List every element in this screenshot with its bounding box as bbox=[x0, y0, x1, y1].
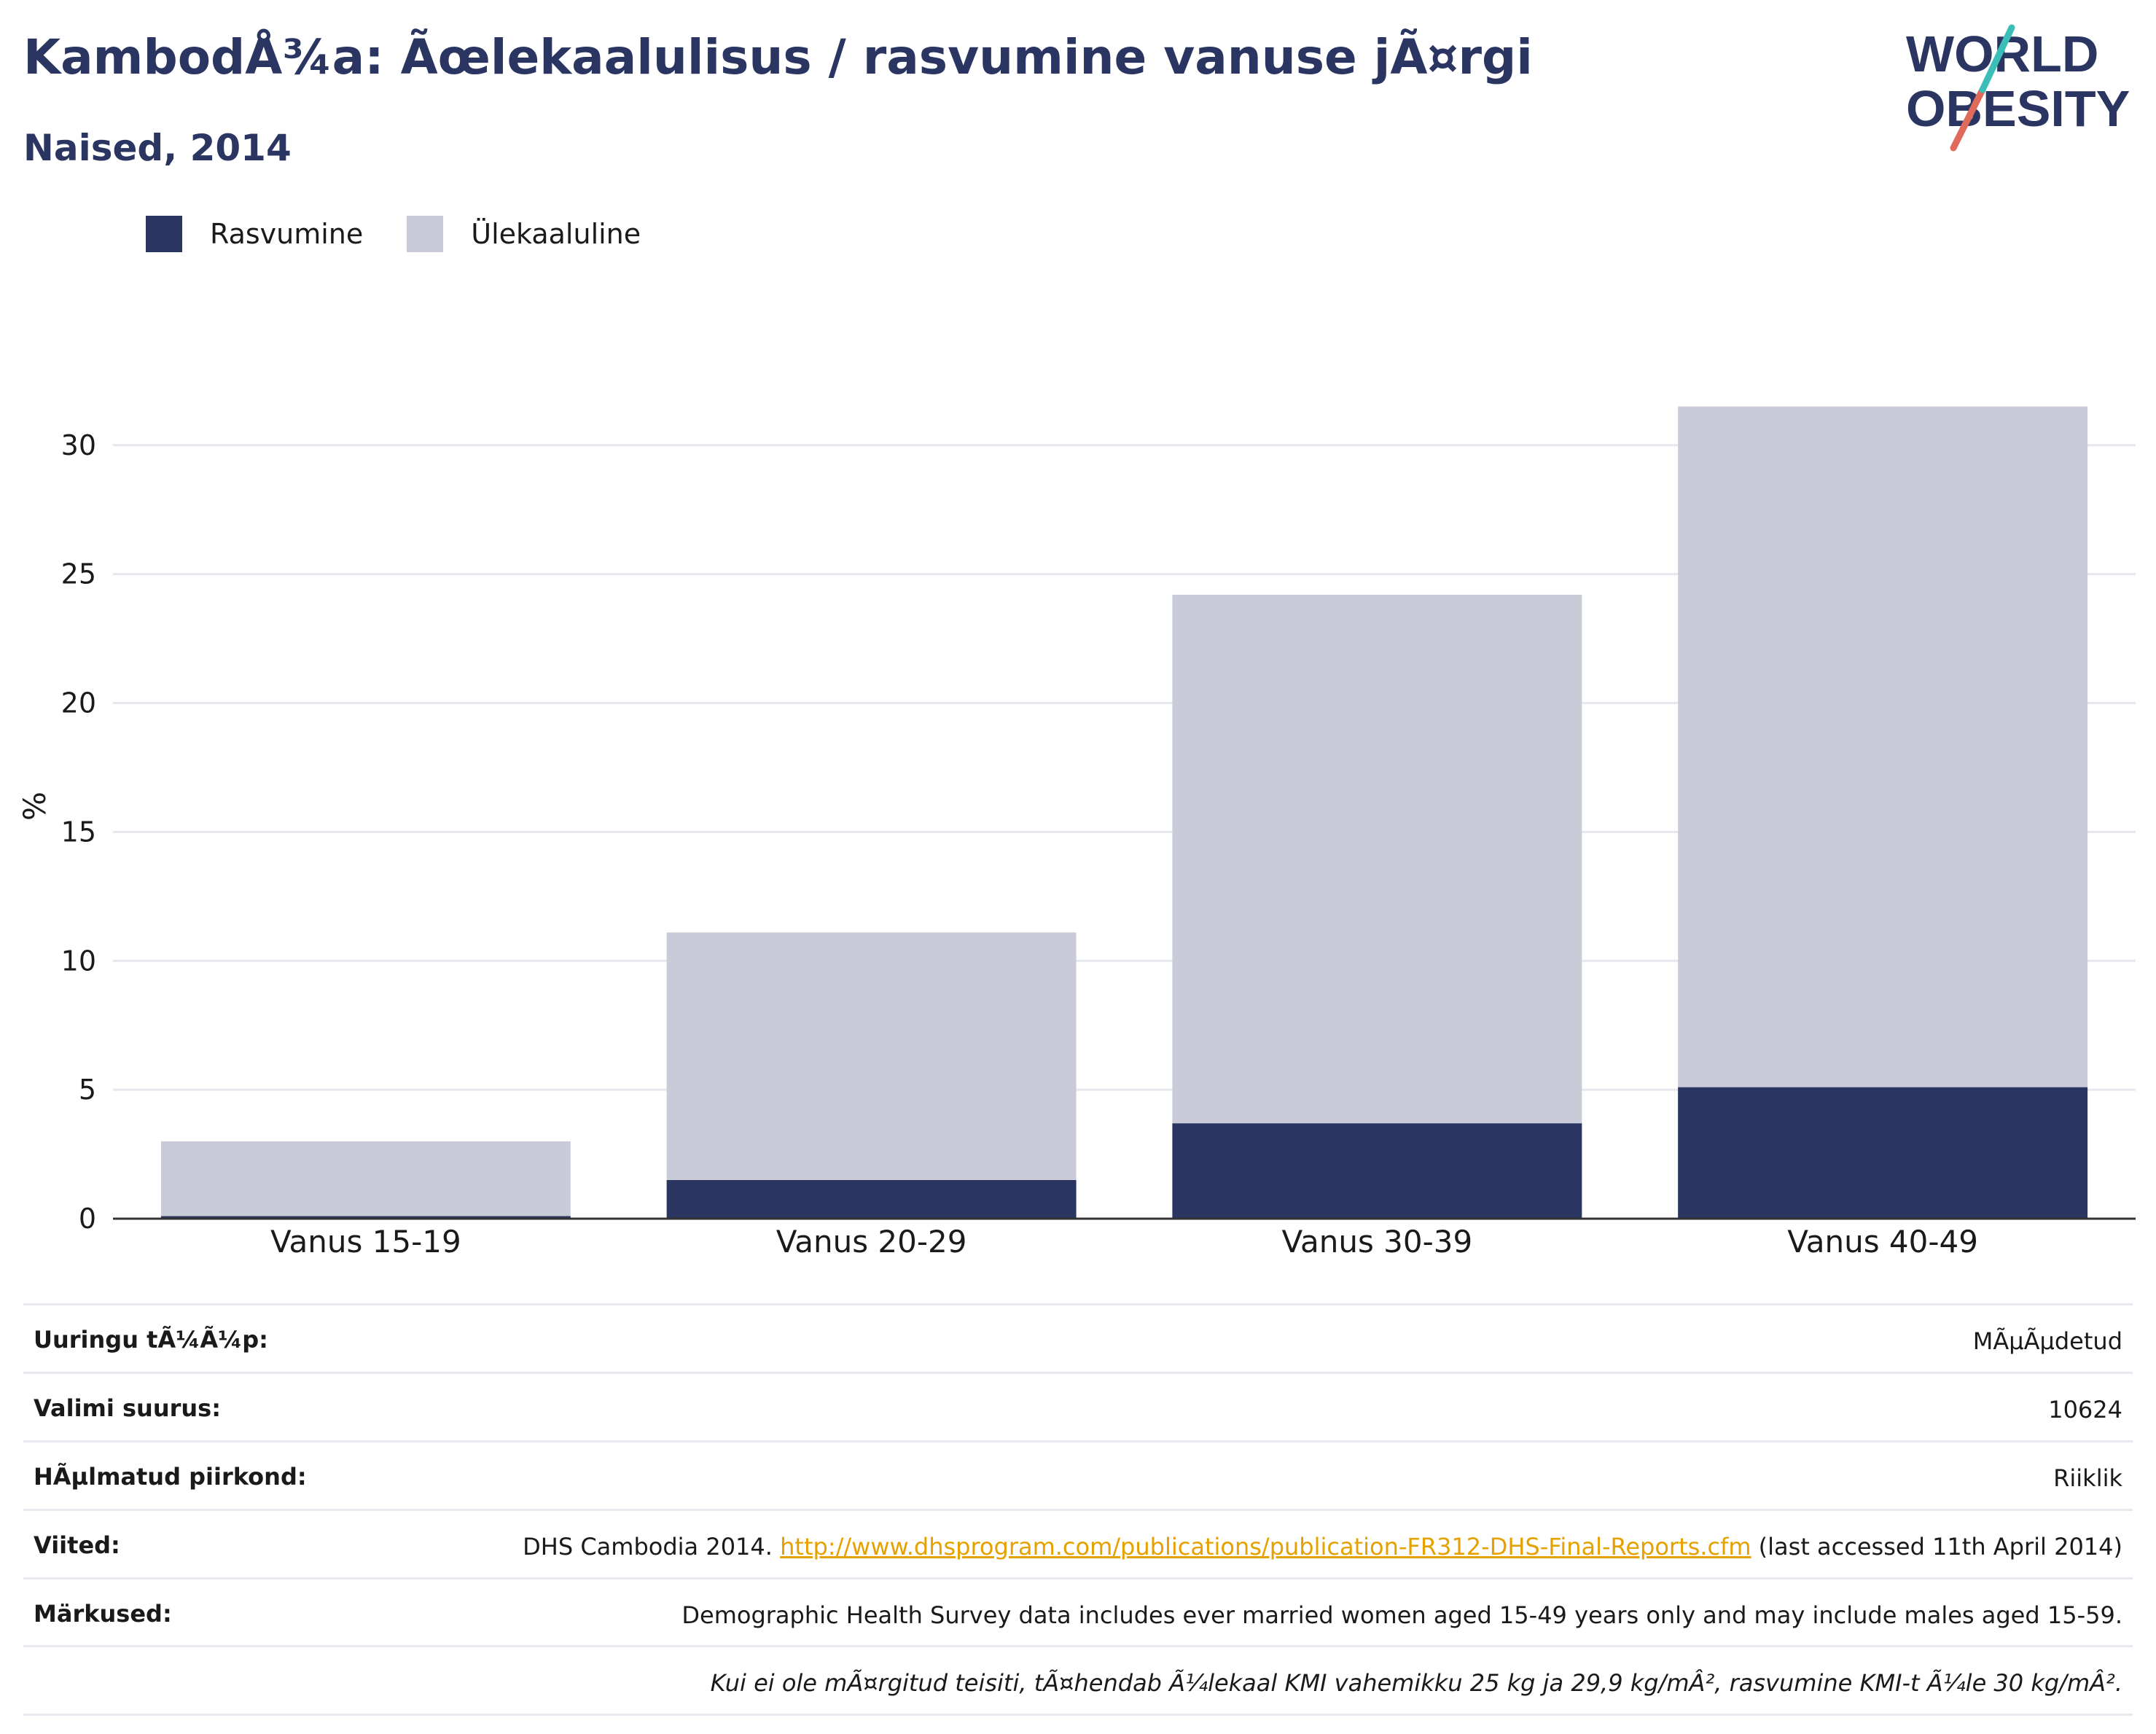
references-prefix: DHS Cambodia 2014. bbox=[523, 1532, 773, 1561]
info-row-definition: Kui ei ole mÃ¤rgitud teisiti, tÃ¤hendab … bbox=[23, 1645, 2133, 1717]
bar-obesity bbox=[160, 1216, 571, 1219]
bar-obesity bbox=[1678, 1087, 2088, 1219]
info-row-sample-size: Valimi suurus: 10624 bbox=[23, 1371, 2133, 1440]
x-tick-label: Vanus 20-29 bbox=[776, 1224, 967, 1260]
info-row-region: HÃµlmatud piirkond: Riiklik bbox=[23, 1440, 2133, 1509]
region-value: Riiklik bbox=[2053, 1464, 2122, 1492]
survey-type-label: Uuringu tÃ¼Ã¼p: bbox=[34, 1326, 268, 1354]
x-tick-label: Vanus 15-19 bbox=[270, 1224, 461, 1260]
y-tick-label: 0 bbox=[79, 1203, 96, 1235]
references-value: DHS Cambodia 2014. http://www.dhsprogram… bbox=[523, 1531, 2122, 1563]
legend-label-overweight: Ülekaaluline bbox=[471, 218, 641, 250]
references-suffix: (last accessed 11th April 2014) bbox=[1758, 1532, 2122, 1561]
bar-chart: 0 5 10 15 20 25 30% Vanus 15-19 Vanus 20-29 Vanus… bbox=[17, 406, 2136, 1260]
definition-note: Kui ei ole mÃ¤rgitud teisiti, tÃ¤hendab … bbox=[710, 1669, 2122, 1698]
info-table: Uuringu tÃ¼Ã¼p: MÃµÃµdetud Valimi suurus… bbox=[23, 1303, 2133, 1717]
references-link[interactable]: http://www.dhsprogram.com/publications/p… bbox=[780, 1532, 1751, 1561]
y-tick-label: 15 bbox=[61, 816, 96, 848]
y-tick-label: 20 bbox=[61, 687, 96, 719]
world-obesity-logo: WORLD OBESITY bbox=[1906, 24, 2130, 152]
bar-obesity bbox=[1172, 1123, 1582, 1219]
references-label: Viited: bbox=[34, 1531, 120, 1559]
bar-overweight bbox=[666, 932, 1077, 1180]
survey-type-value: MÃµÃµdetud bbox=[1972, 1327, 2122, 1355]
legend-swatch-overweight bbox=[407, 216, 444, 252]
info-row-references: Viited: DHS Cambodia 2014. http://www.dh… bbox=[23, 1508, 2133, 1577]
x-tick-label: Vanus 40-49 bbox=[1787, 1224, 1978, 1260]
bar-overweight bbox=[160, 1141, 571, 1216]
bar-overweight bbox=[1678, 406, 2088, 1087]
legend-item-obesity: Rasvumine bbox=[146, 216, 363, 252]
y-tick-label: 25 bbox=[61, 558, 96, 590]
notes-value: Demographic Health Survey data includes … bbox=[681, 1601, 2122, 1629]
bar-overweight bbox=[1172, 594, 1582, 1124]
x-tick-label: Vanus 30-39 bbox=[1282, 1224, 1473, 1260]
info-row-survey-type: Uuringu tÃ¼Ã¼p: MÃµÃµdetud bbox=[23, 1303, 2133, 1372]
chart-title: KambodÅ¾a: Ãœlekaalulisus / rasvumine va… bbox=[23, 29, 1533, 85]
bar-obesity bbox=[666, 1179, 1077, 1219]
chart-subtitle: Naised, 2014 bbox=[23, 127, 292, 169]
region-label: HÃµlmatud piirkond: bbox=[34, 1462, 307, 1491]
sample-size-value: 10624 bbox=[2048, 1395, 2122, 1423]
legend-item-overweight: Ülekaaluline bbox=[407, 216, 641, 252]
notes-label: Märkused: bbox=[34, 1599, 172, 1628]
y-tick-label: 30 bbox=[61, 429, 96, 461]
info-row-notes: Märkused: Demographic Health Survey data… bbox=[23, 1577, 2133, 1646]
legend-label-obesity: Rasvumine bbox=[210, 218, 364, 250]
y-tick-label: 5 bbox=[79, 1074, 96, 1106]
y-tick-label: 10 bbox=[61, 945, 96, 977]
sample-size-label: Valimi suurus: bbox=[34, 1394, 222, 1422]
y-axis-label: % bbox=[17, 792, 52, 821]
chart-legend: Rasvumine Ülekaaluline bbox=[146, 216, 684, 252]
logo-line-2: OBESITY bbox=[1906, 80, 2130, 137]
legend-swatch-obesity bbox=[146, 216, 182, 252]
